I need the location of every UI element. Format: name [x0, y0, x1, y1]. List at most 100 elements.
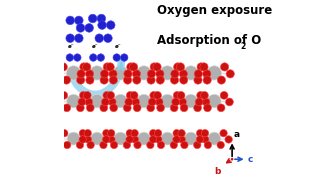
Circle shape	[160, 66, 174, 80]
Circle shape	[133, 76, 141, 84]
Circle shape	[113, 66, 128, 80]
Circle shape	[107, 129, 115, 137]
Circle shape	[180, 104, 188, 112]
Circle shape	[156, 76, 164, 84]
Circle shape	[155, 98, 163, 106]
Circle shape	[85, 24, 94, 32]
Text: Oxygen exposure: Oxygen exposure	[157, 4, 272, 16]
Circle shape	[76, 141, 84, 149]
Circle shape	[109, 70, 117, 78]
Circle shape	[137, 94, 151, 108]
Circle shape	[132, 70, 141, 78]
Circle shape	[77, 70, 85, 78]
Circle shape	[197, 91, 204, 99]
Circle shape	[208, 94, 221, 108]
Circle shape	[176, 63, 185, 71]
Circle shape	[97, 54, 105, 61]
Circle shape	[76, 24, 85, 32]
Circle shape	[178, 129, 185, 137]
Circle shape	[157, 104, 165, 112]
Circle shape	[79, 136, 86, 143]
Circle shape	[202, 98, 210, 106]
Circle shape	[66, 66, 81, 80]
Circle shape	[76, 76, 85, 84]
Circle shape	[170, 141, 178, 149]
Circle shape	[173, 129, 180, 137]
Circle shape	[179, 98, 186, 106]
Circle shape	[86, 76, 94, 84]
Circle shape	[75, 34, 83, 43]
Circle shape	[126, 136, 133, 143]
Circle shape	[74, 54, 81, 61]
Circle shape	[194, 76, 202, 84]
Circle shape	[171, 70, 179, 78]
Circle shape	[86, 104, 94, 112]
Circle shape	[177, 91, 185, 99]
Circle shape	[59, 63, 67, 71]
Circle shape	[88, 14, 97, 23]
Circle shape	[225, 136, 232, 143]
Circle shape	[220, 129, 227, 137]
Circle shape	[154, 91, 161, 99]
Circle shape	[178, 136, 185, 143]
Circle shape	[110, 104, 118, 112]
Circle shape	[89, 54, 97, 61]
Circle shape	[201, 91, 208, 99]
Circle shape	[147, 141, 154, 149]
Circle shape	[217, 76, 226, 84]
Circle shape	[101, 98, 109, 106]
Circle shape	[61, 129, 68, 137]
Text: e⁻: e⁻	[91, 44, 98, 49]
Circle shape	[173, 63, 182, 71]
Circle shape	[85, 98, 93, 106]
Circle shape	[195, 98, 203, 106]
Circle shape	[148, 98, 156, 106]
Circle shape	[97, 14, 106, 23]
Circle shape	[179, 70, 187, 78]
Circle shape	[78, 98, 86, 106]
Circle shape	[130, 91, 138, 99]
Circle shape	[106, 63, 114, 71]
Circle shape	[67, 94, 80, 108]
Circle shape	[109, 76, 118, 84]
Circle shape	[204, 141, 212, 149]
Circle shape	[208, 132, 221, 145]
Circle shape	[203, 70, 211, 78]
Circle shape	[60, 91, 68, 99]
Circle shape	[221, 63, 229, 71]
Circle shape	[76, 104, 84, 112]
Circle shape	[100, 76, 108, 84]
Circle shape	[170, 104, 178, 112]
Circle shape	[161, 132, 174, 145]
Circle shape	[114, 132, 127, 145]
Circle shape	[75, 16, 83, 25]
Circle shape	[123, 141, 131, 149]
Circle shape	[202, 136, 209, 143]
Circle shape	[120, 54, 128, 61]
Circle shape	[150, 63, 158, 71]
Circle shape	[66, 34, 75, 43]
Circle shape	[100, 70, 109, 78]
Circle shape	[200, 63, 208, 71]
Circle shape	[84, 129, 91, 137]
Circle shape	[133, 104, 141, 112]
Circle shape	[124, 76, 132, 84]
Circle shape	[134, 141, 141, 149]
Circle shape	[207, 66, 222, 80]
Circle shape	[184, 66, 198, 80]
Circle shape	[137, 66, 151, 80]
Circle shape	[197, 129, 204, 137]
Circle shape	[137, 132, 150, 145]
Circle shape	[66, 54, 74, 61]
Circle shape	[66, 16, 75, 25]
Circle shape	[156, 70, 164, 78]
Circle shape	[100, 141, 107, 149]
Circle shape	[85, 70, 94, 78]
Circle shape	[56, 136, 63, 143]
Circle shape	[95, 34, 104, 43]
Circle shape	[131, 136, 138, 143]
Circle shape	[220, 91, 228, 99]
Circle shape	[114, 94, 127, 108]
Circle shape	[173, 136, 180, 143]
Circle shape	[84, 136, 92, 143]
